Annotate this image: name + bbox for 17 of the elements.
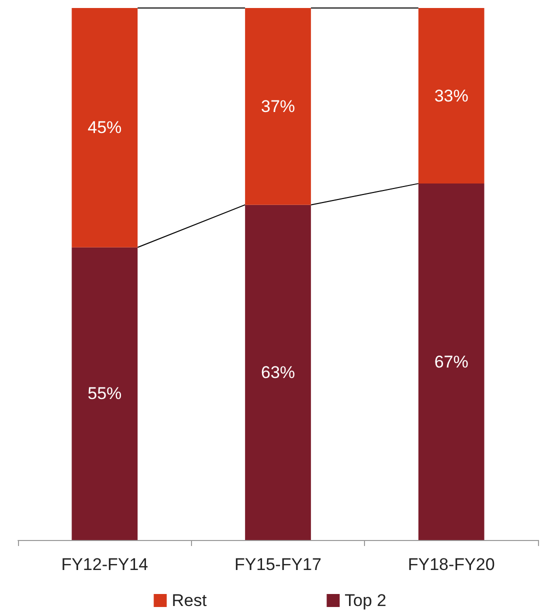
x-tick-label: FY15-FY17 [234, 555, 322, 574]
x-tick-label: FY12-FY14 [61, 555, 148, 574]
bar [72, 247, 138, 540]
bar [72, 8, 138, 248]
legend-label: Top 2 [344, 591, 386, 610]
data-label: 33% [434, 86, 468, 106]
data-label: 67% [434, 352, 468, 372]
data-label: 45% [88, 118, 122, 138]
legend-label: Rest [172, 591, 207, 610]
bar [245, 204, 311, 540]
bar [418, 184, 484, 540]
x-tick-label: FY18-FY20 [408, 555, 495, 574]
bar [418, 8, 484, 184]
data-label: 55% [88, 384, 122, 404]
data-label: 37% [260, 96, 296, 116]
bar [245, 8, 311, 205]
data-label: 63% [260, 362, 296, 382]
